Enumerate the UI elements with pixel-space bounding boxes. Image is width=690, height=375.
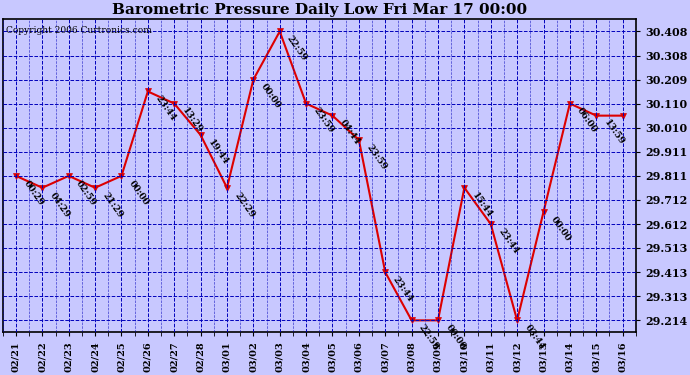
Text: 19:44: 19:44 [206,138,230,166]
Text: 22:29: 22:29 [233,190,256,219]
Text: 06:00: 06:00 [575,106,599,135]
Text: 23:44: 23:44 [391,275,415,304]
Text: Copyright 2006 Curtronics.com: Copyright 2006 Curtronics.com [6,26,152,34]
Text: 13:29: 13:29 [180,106,204,135]
Text: 02:59: 02:59 [75,178,98,207]
Text: 13:59: 13:59 [602,118,626,147]
Text: 23:59: 23:59 [364,142,388,171]
Title: Barometric Pressure Daily Low Fri Mar 17 00:00: Barometric Pressure Daily Low Fri Mar 17… [112,3,527,17]
Text: 23:59: 23:59 [312,106,335,135]
Text: 00:00: 00:00 [127,178,150,207]
Text: 22:59: 22:59 [285,34,309,63]
Text: 21:29: 21:29 [101,190,124,219]
Text: 15:44: 15:44 [470,190,494,219]
Text: 03:44: 03:44 [523,323,546,352]
Text: 23:44: 23:44 [153,94,177,123]
Text: 00:00: 00:00 [549,215,573,243]
Text: 00:29: 00:29 [21,178,45,207]
Text: 04:29: 04:29 [48,190,72,219]
Text: 23:44: 23:44 [496,227,520,255]
Text: 22:59: 22:59 [417,323,441,352]
Text: 04:44: 04:44 [338,118,362,147]
Text: 00:00: 00:00 [444,323,467,351]
Text: 00:00: 00:00 [259,82,282,111]
